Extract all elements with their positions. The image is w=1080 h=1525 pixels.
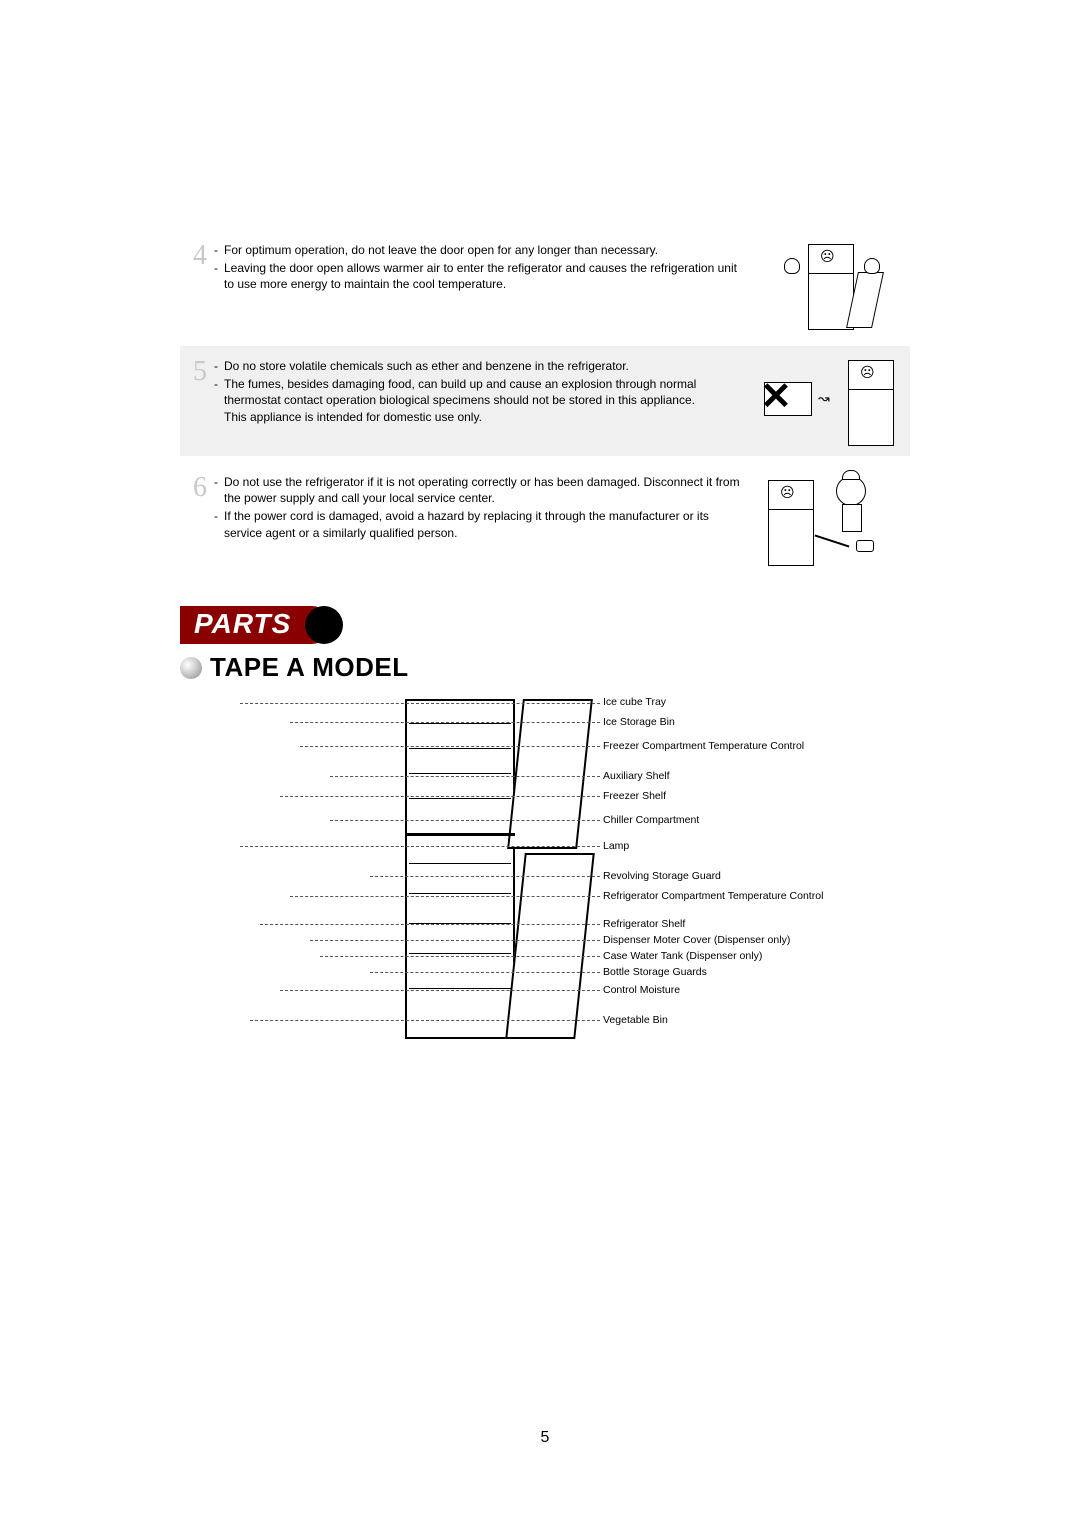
tip-line: Do no store volatile chemicals such as e… bbox=[224, 358, 740, 374]
tip-illustration: ☹ ✕ ↝ bbox=[760, 354, 900, 454]
leader-line bbox=[300, 746, 600, 747]
part-label: Revolving Storage Guard bbox=[603, 871, 721, 882]
part-label: Ice Storage Bin bbox=[603, 717, 675, 728]
part-label: Refrigerator Compartment Temperature Con… bbox=[603, 891, 823, 902]
leader-line bbox=[290, 722, 600, 723]
part-label: Freezer Shelf bbox=[603, 791, 666, 802]
part-label: Bottle Storage Guards bbox=[603, 967, 707, 978]
bullet-icon bbox=[180, 657, 202, 679]
manual-page: 4-For optimum operation, do not leave th… bbox=[180, 230, 910, 1053]
part-label: Chiller Compartment bbox=[603, 815, 699, 826]
tip-block: 5-Do no store volatile chemicals such as… bbox=[180, 346, 910, 456]
tip-block: 6-Do not use the refrigerator if it is n… bbox=[180, 462, 910, 572]
tip-block: 4-For optimum operation, do not leave th… bbox=[180, 230, 910, 340]
tip-line: For optimum operation, do not leave the … bbox=[224, 242, 740, 258]
tip-illustration: ☹ bbox=[760, 238, 900, 338]
tip-number: 6 bbox=[186, 474, 214, 560]
part-label: Auxiliary Shelf bbox=[603, 771, 670, 782]
tip-line: Do not use the refrigerator if it is not… bbox=[224, 474, 740, 506]
tip-number: 4 bbox=[186, 242, 214, 328]
section-header: PARTS bbox=[180, 606, 910, 646]
leader-line bbox=[310, 940, 600, 941]
leader-line bbox=[330, 776, 600, 777]
subsection-header: TAPE A MODEL bbox=[180, 652, 910, 683]
leader-line bbox=[240, 846, 600, 847]
tip-illustration: ☹ bbox=[760, 470, 900, 570]
leader-line bbox=[280, 796, 600, 797]
part-label: Refrigerator Shelf bbox=[603, 919, 685, 930]
subsection-title: TAPE A MODEL bbox=[210, 652, 409, 683]
section-title: PARTS bbox=[180, 606, 331, 644]
parts-diagram: Ice cube Tray Ice Storage Bin Freezer Comp… bbox=[180, 693, 910, 1053]
tip-line: Leaving the door open allows warmer air … bbox=[224, 260, 740, 292]
part-label: Freezer Compartment Temperature Control bbox=[603, 741, 804, 752]
tip-number: 5 bbox=[186, 358, 214, 444]
part-label: Lamp bbox=[603, 841, 629, 852]
tip-line: The fumes, besides damaging food, can bu… bbox=[224, 376, 740, 425]
part-label: Control Moisture bbox=[603, 985, 680, 996]
leader-line bbox=[290, 896, 600, 897]
leader-line bbox=[280, 990, 600, 991]
leader-line bbox=[240, 703, 600, 704]
tip-line: If the power cord is damaged, avoid a ha… bbox=[224, 508, 740, 540]
part-label: Ice cube Tray bbox=[603, 697, 666, 708]
page-number: 5 bbox=[180, 1429, 910, 1447]
leader-line bbox=[250, 1020, 600, 1021]
part-label: Case Water Tank (Dispenser only) bbox=[603, 951, 762, 962]
part-label: Dispenser Moter Cover (Dispenser only) bbox=[603, 935, 790, 946]
part-label: Vegetable Bin bbox=[603, 1015, 668, 1026]
leader-line bbox=[370, 876, 600, 877]
leader-line bbox=[330, 820, 600, 821]
tips-list: 4-For optimum operation, do not leave th… bbox=[180, 230, 910, 572]
leader-line bbox=[370, 972, 600, 973]
leader-line bbox=[260, 924, 600, 925]
leader-line bbox=[320, 956, 600, 957]
